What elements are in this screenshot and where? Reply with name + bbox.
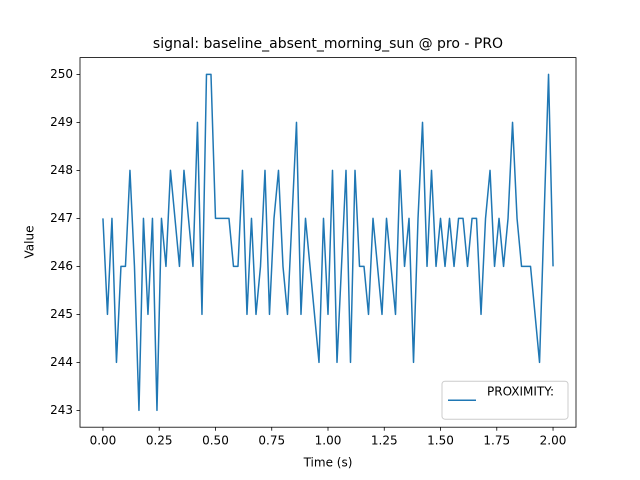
legend-label: PROXIMITY:	[487, 385, 554, 399]
x-tick-label: 0.75	[258, 434, 285, 448]
x-tick-label: 0.50	[202, 434, 229, 448]
y-tick-label: 248	[50, 163, 73, 177]
y-tick-label: 243	[50, 403, 73, 417]
x-tick-label: 1.00	[315, 434, 342, 448]
y-tick-label: 244	[50, 355, 73, 369]
chart-title: signal: baseline_absent_morning_sun @ pr…	[153, 36, 503, 52]
plot-frame	[79, 57, 577, 428]
x-tick-label: 0.00	[90, 434, 117, 448]
data-line	[102, 73, 554, 412]
y-tick-label: 245	[50, 307, 73, 321]
y-axis-label: Value	[23, 226, 37, 259]
x-tick-label: 1.50	[427, 434, 454, 448]
x-tick-label: 0.25	[146, 434, 173, 448]
y-tick-label: 250	[50, 67, 73, 81]
y-tick-label: 246	[50, 259, 73, 273]
x-axis-label: Time (s)	[303, 456, 353, 470]
legend-box	[441, 380, 569, 420]
x-tick-label: 1.25	[371, 434, 398, 448]
x-tick-label: 2.00	[540, 434, 567, 448]
y-tick-label: 247	[50, 211, 73, 225]
y-tick-label: 249	[50, 115, 73, 129]
x-tick-label: 1.75	[483, 434, 510, 448]
